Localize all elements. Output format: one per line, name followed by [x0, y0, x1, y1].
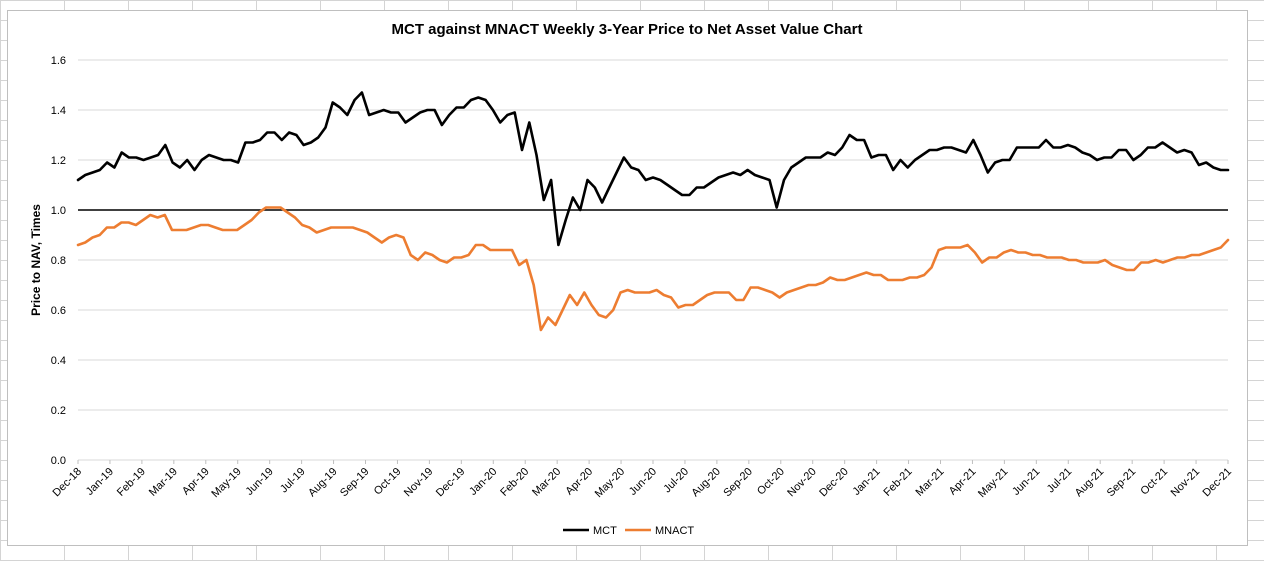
y-tick-label: 1.2: [51, 155, 66, 167]
series-line-mct: [76, 91, 1230, 247]
chart-area[interactable]: [7, 10, 1248, 546]
x-tick-label: Sep-21: [1105, 466, 1139, 500]
gridlines: [78, 59, 1228, 461]
x-tick-label: Feb-20: [498, 466, 531, 499]
x-tick-label: Apr-20: [563, 466, 595, 498]
x-tick-label: Dec-20: [817, 466, 851, 500]
x-tick-label: Nov-21: [1169, 466, 1203, 500]
x-tick-label: Jun-21: [1010, 466, 1042, 498]
series-line-mnact: [76, 206, 1230, 332]
y-tick-label: 0.6: [51, 305, 66, 317]
y-axis-title: Price to NAV, Times: [29, 204, 43, 316]
x-tick-label: Mar-19: [147, 466, 180, 499]
x-tick-label: Jun-20: [627, 466, 659, 498]
x-tick-label: Oct-19: [372, 466, 404, 498]
y-axis-ticks: 0.0 0.2 0.4 0.6 0.8 1.0 1.2 1.4 1.6: [51, 55, 66, 467]
x-tick-label: May-21: [976, 466, 1010, 500]
x-tick-label: Feb-21: [882, 466, 915, 499]
x-tick-label: Mar-21: [913, 466, 946, 499]
x-tick-label: Feb-19: [115, 466, 148, 499]
legend: MCT MNACT: [563, 525, 694, 537]
x-tick-label: Sep-19: [338, 466, 372, 500]
x-tick-label: Mar-20: [530, 466, 563, 499]
x-tick-label: Aug-21: [1073, 466, 1107, 500]
y-tick-label: 0.8: [51, 255, 66, 267]
x-tick-label: Jul-20: [661, 466, 691, 496]
legend-label-mnact: MNACT: [655, 525, 694, 537]
x-tick-label: Jan-21: [850, 466, 882, 498]
x-tick-label: Apr-21: [947, 466, 979, 498]
y-tick-label: 1.0: [51, 205, 66, 217]
series-layer: [76, 91, 1230, 332]
x-tick-label: Jan-19: [84, 466, 116, 498]
legend-label-mct: MCT: [593, 525, 617, 537]
x-tick-label: Nov-20: [785, 466, 819, 500]
y-tick-label: 0.2: [51, 405, 66, 417]
x-tick-label: Dec-18: [51, 466, 85, 500]
x-tick-label: May-20: [593, 466, 627, 500]
y-tick-label: 0.0: [51, 455, 66, 467]
x-tick-label: Jun-19: [244, 466, 276, 498]
y-tick-label: 0.4: [51, 355, 66, 367]
x-tick-label: Sep-20: [721, 466, 755, 500]
x-tick-label: Oct-21: [1138, 466, 1170, 498]
x-tick-label: Nov-19: [402, 466, 436, 500]
x-tick-label: May-19: [209, 466, 243, 500]
x-tick-label: Aug-19: [306, 466, 340, 500]
x-tick-label: Aug-20: [689, 466, 723, 500]
x-tick-label: Jul-19: [278, 466, 308, 496]
x-tick-label: Apr-19: [180, 466, 212, 498]
x-tick-label: Oct-20: [755, 466, 787, 498]
chart-title: MCT against MNACT Weekly 3-Year Price to…: [392, 21, 863, 38]
x-tick-label: Dec-19: [434, 466, 468, 500]
y-tick-label: 1.4: [51, 105, 66, 117]
x-tick-label: Dec-21: [1201, 466, 1235, 500]
y-tick-label: 1.6: [51, 55, 66, 67]
x-tick-label: Jul-21: [1045, 466, 1075, 496]
x-tick-label: Jan-20: [467, 466, 499, 498]
